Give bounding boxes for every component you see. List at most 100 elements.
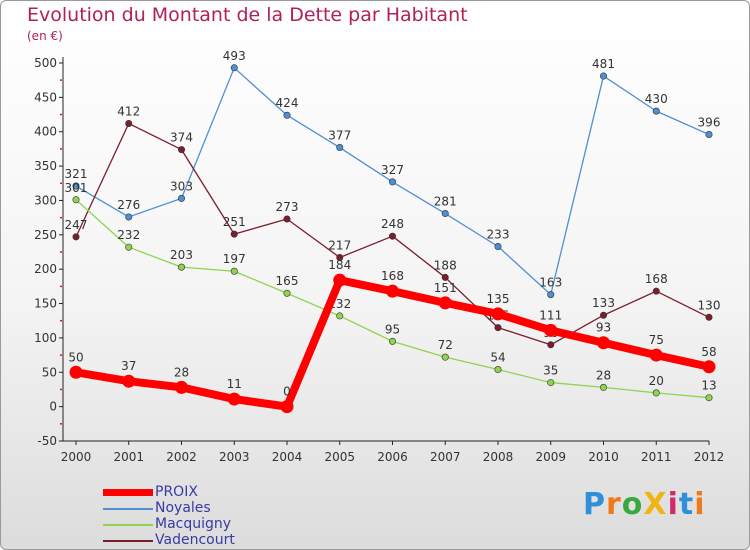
data-label: 72	[438, 338, 453, 352]
x-tick-label: 2006	[377, 450, 408, 464]
data-point	[547, 291, 555, 299]
data-label: 273	[276, 200, 299, 214]
data-point	[175, 380, 188, 394]
data-label: 50	[68, 350, 83, 364]
data-point	[599, 72, 607, 80]
x-tick-label: 2001	[113, 450, 144, 464]
data-point	[388, 178, 396, 186]
data-label: 75	[649, 333, 664, 347]
data-point	[336, 253, 344, 261]
legend-label-macquigny: Macquigny	[155, 516, 232, 532]
data-label: 168	[645, 272, 668, 286]
x-tick-label: 2010	[588, 450, 619, 464]
x-tick-label: 2011	[641, 450, 672, 464]
data-point	[652, 389, 660, 397]
data-point	[333, 273, 347, 287]
legend-swatch-vadencourt	[103, 540, 153, 542]
data-point	[230, 64, 238, 72]
data-label: 301	[65, 181, 88, 195]
data-point	[652, 287, 660, 295]
data-point	[544, 323, 558, 337]
data-point	[547, 341, 555, 349]
data-point	[388, 232, 396, 240]
logo-letter: P	[583, 487, 606, 522]
data-point	[72, 182, 80, 190]
data-label: 188	[434, 258, 457, 272]
proxiti-logo: ProXiti	[583, 487, 706, 522]
legend-swatch-macquigny	[103, 524, 153, 526]
data-label: 248	[381, 217, 404, 231]
data-label: 20	[649, 374, 664, 388]
data-point	[441, 210, 449, 218]
data-label: 0	[283, 385, 291, 399]
data-label: 184	[328, 258, 351, 272]
x-tick-label: 2004	[272, 450, 303, 464]
data-point	[125, 119, 133, 127]
data-label: 111	[539, 308, 562, 322]
data-label: 217	[328, 238, 351, 252]
y-tick-label: -50	[37, 434, 57, 448]
data-point	[547, 379, 555, 387]
data-label: 165	[276, 274, 299, 288]
data-point	[494, 243, 502, 251]
legend-swatch-noyales	[103, 508, 153, 510]
x-tick-label: 2002	[166, 450, 197, 464]
legend-label-proix: PROIX	[155, 484, 198, 500]
data-label: 54	[490, 351, 505, 365]
data-point	[122, 374, 136, 388]
data-point	[649, 348, 663, 362]
data-point	[125, 243, 133, 251]
data-point	[491, 307, 505, 321]
data-point	[652, 107, 660, 115]
data-point	[441, 353, 449, 361]
legend-swatch-proix	[103, 489, 153, 496]
logo-letter: t	[678, 487, 695, 522]
data-label: 135	[487, 292, 510, 306]
logo-letter: r	[606, 487, 622, 522]
data-label: 412	[117, 104, 140, 118]
data-label: 28	[174, 365, 189, 379]
y-tick-label: 250	[34, 228, 57, 242]
data-label: 93	[596, 321, 611, 335]
data-label: 151	[434, 281, 457, 295]
data-point	[280, 400, 294, 414]
data-point	[599, 383, 607, 391]
data-label: 430	[645, 92, 668, 106]
logo-letter: X	[643, 487, 668, 522]
x-tick-label: 2000	[61, 450, 92, 464]
x-tick-label: 2008	[483, 450, 514, 464]
x-tick-label: 2005	[324, 450, 355, 464]
data-point	[72, 196, 80, 204]
data-point	[283, 289, 291, 297]
data-label: 374	[170, 131, 193, 145]
data-label: 303	[170, 179, 193, 193]
data-label: 197	[223, 252, 246, 266]
legend-label-vadencourt: Vadencourt	[155, 532, 235, 548]
y-tick-label: 400	[34, 125, 57, 139]
data-point	[125, 213, 133, 221]
data-label: 203	[170, 248, 193, 262]
data-point	[72, 233, 80, 241]
data-point	[597, 336, 610, 350]
data-label: 232	[117, 228, 140, 242]
data-label: 11	[227, 377, 242, 391]
data-label: 424	[276, 96, 299, 110]
data-point	[283, 111, 291, 119]
y-tick-label: 500	[34, 56, 57, 70]
data-label: 37	[121, 359, 136, 373]
data-point	[494, 366, 502, 374]
data-point	[178, 146, 186, 154]
data-label: 481	[592, 57, 615, 71]
data-point	[438, 296, 452, 310]
data-point	[494, 324, 502, 332]
data-point	[705, 130, 713, 138]
data-label: 396	[698, 115, 721, 129]
x-tick-label: 2012	[694, 450, 725, 464]
x-tick-label: 2007	[430, 450, 461, 464]
data-point	[705, 394, 713, 402]
data-label: 163	[539, 276, 562, 290]
data-point	[69, 365, 83, 379]
data-point	[386, 284, 399, 298]
